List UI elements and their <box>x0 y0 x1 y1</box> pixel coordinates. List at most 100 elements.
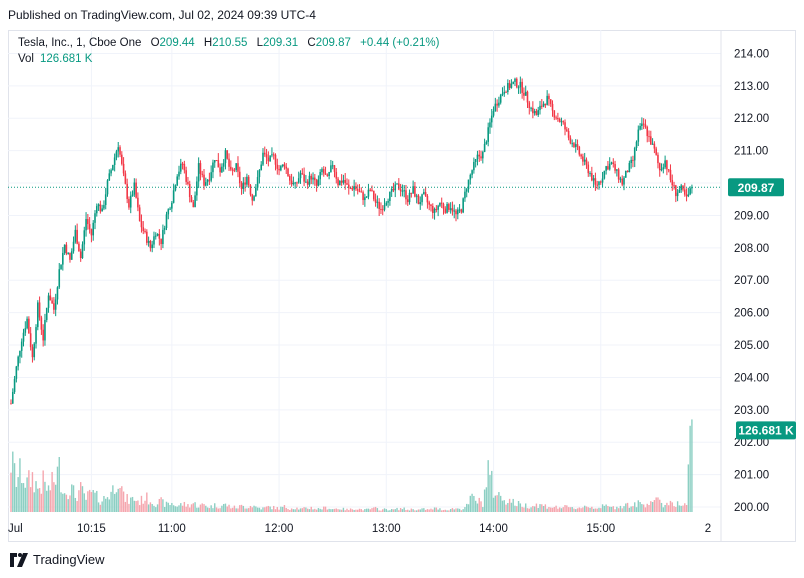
volume-bar <box>555 505 557 512</box>
candle-body <box>20 341 23 351</box>
candle-body <box>233 169 236 171</box>
volume-bar <box>267 505 270 512</box>
candle-body <box>505 91 507 93</box>
volume-bar <box>596 508 598 512</box>
candle-body <box>294 182 296 184</box>
candle-body <box>135 182 137 198</box>
candle-body <box>587 164 590 174</box>
candle-body <box>183 163 186 171</box>
volume-bar <box>219 508 221 512</box>
volume-bar <box>349 508 352 512</box>
volume-bar <box>197 507 200 512</box>
volume-bar <box>601 504 604 512</box>
volume-bar <box>412 509 414 512</box>
volume-bar <box>571 507 573 512</box>
candle-body <box>381 209 384 211</box>
volume-bar <box>97 502 100 512</box>
candle-body <box>512 81 514 84</box>
volume-bar <box>467 504 470 512</box>
volume-bar <box>231 507 234 512</box>
time-tick-label: 11:00 <box>158 523 186 535</box>
volume-bar <box>56 466 59 512</box>
candle-body <box>194 195 196 208</box>
price-tick-label: 201.00 <box>734 470 769 482</box>
volume-bar <box>358 508 361 512</box>
symbol-title[interactable]: Tesla, Inc., 1, Cboe One <box>18 37 142 49</box>
volume-bar <box>415 510 418 512</box>
candle-body <box>212 162 214 173</box>
volume-bar <box>306 508 309 512</box>
candle-body <box>117 147 120 152</box>
time-tick-label: 10:15 <box>77 523 106 535</box>
volume-bar <box>605 504 607 512</box>
volume-bar <box>378 510 380 512</box>
candle-body <box>154 235 157 237</box>
candle-body <box>456 209 459 215</box>
volume-bar <box>49 490 52 512</box>
volume-bar <box>360 509 362 512</box>
candle-body <box>240 183 243 190</box>
volume-bar <box>435 507 438 512</box>
candle-body <box>430 204 432 207</box>
volume-bar <box>666 502 668 512</box>
candle-body <box>190 197 193 203</box>
candle-body <box>88 224 91 230</box>
volume-bar <box>113 493 116 512</box>
candle-body <box>599 181 602 183</box>
candle-body <box>358 190 361 192</box>
volume-bar <box>471 493 473 512</box>
volume-bar <box>35 481 37 512</box>
volume-bar <box>546 508 548 512</box>
candle-body <box>314 177 316 181</box>
candle-body <box>362 192 364 201</box>
volume-bar <box>228 504 230 512</box>
volume-bar <box>128 503 130 512</box>
candle-body <box>79 251 82 259</box>
volume-bar <box>621 508 623 512</box>
volume-bar <box>112 485 114 512</box>
candle-body <box>76 229 78 244</box>
volume-bar <box>594 508 597 512</box>
volume-bar <box>119 487 121 512</box>
footer-brand[interactable]: TradingView <box>33 552 105 567</box>
volume-bar <box>405 510 407 512</box>
volume-bar <box>528 508 530 512</box>
volume-bar <box>382 509 384 512</box>
candle-body <box>13 378 16 392</box>
candle-body <box>337 178 339 186</box>
high-label: H <box>203 37 213 49</box>
time-tick-label: 13:00 <box>372 523 401 535</box>
volume-bar <box>399 507 402 512</box>
candle-body <box>499 94 502 103</box>
volume-bar <box>644 507 647 512</box>
volume-bar <box>63 493 66 512</box>
candle-body <box>29 333 32 348</box>
volume-bar <box>44 481 46 512</box>
volume-bar <box>274 509 277 512</box>
volume-bar <box>62 493 64 512</box>
current-volume-badge: 126.681 K <box>736 421 796 440</box>
volume-bar <box>585 506 588 512</box>
volume-bar <box>498 492 500 512</box>
candle-body <box>17 356 19 367</box>
candle-body <box>85 219 87 231</box>
candle-body <box>628 163 631 173</box>
candles <box>10 76 693 405</box>
legend-ohlc-row: Tesla, Inc., 1, Cboe One O209.44 H210.55… <box>18 35 439 51</box>
volume-bar <box>22 483 25 512</box>
candle-body <box>465 189 468 192</box>
volume-bar <box>310 506 312 512</box>
candle-body <box>287 168 289 177</box>
volume-bar <box>192 503 194 512</box>
candle-body <box>38 302 41 318</box>
candle-body <box>192 202 195 208</box>
candle-body <box>390 188 393 192</box>
volume-label[interactable]: Vol <box>18 53 34 65</box>
volume-bar <box>285 507 287 512</box>
candle-body <box>524 91 527 96</box>
price-chart[interactable]: 200.00 201.00 202.00 203.00 204.00 205.00 206.… <box>8 30 796 542</box>
candle-body <box>616 169 618 171</box>
volume-bar <box>423 508 425 512</box>
volume-bar <box>487 460 489 512</box>
volume-bar <box>183 501 186 512</box>
